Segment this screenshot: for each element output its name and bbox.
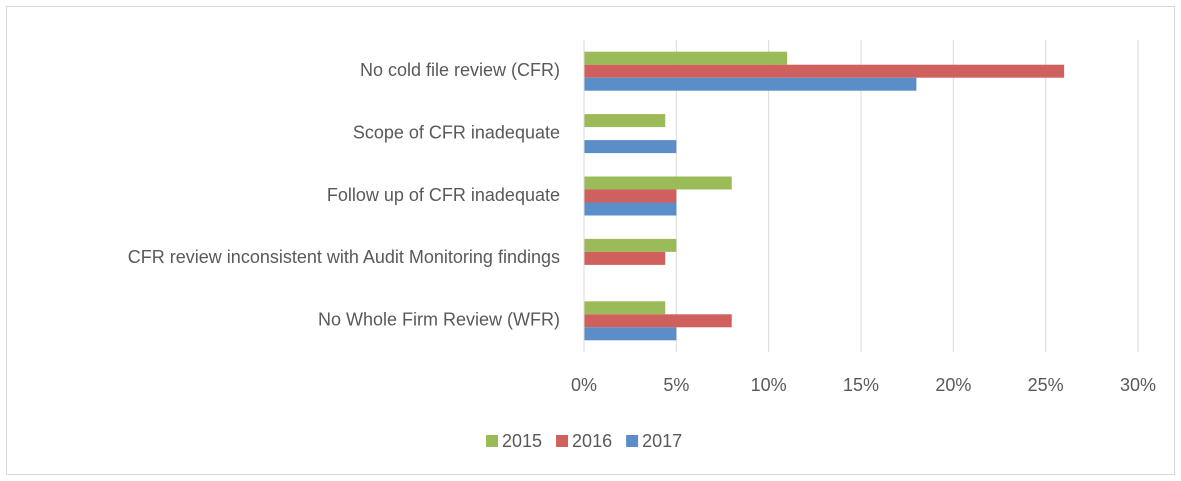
bar	[584, 251, 666, 265]
bar	[584, 314, 732, 328]
bar	[584, 114, 666, 128]
y-tick-label: CFR review inconsistent with Audit Monit…	[128, 247, 560, 267]
y-tick-label: No Whole Firm Review (WFR)	[318, 310, 560, 330]
y-tick-label: Scope of CFR inadequate	[353, 122, 560, 142]
bar	[584, 202, 677, 216]
bar	[584, 301, 666, 315]
x-tick-label: 5%	[663, 375, 689, 395]
y-tick-label: No cold file review (CFR)	[360, 60, 560, 80]
bar	[584, 140, 677, 154]
x-tick-label: 20%	[935, 375, 971, 395]
legend-swatch	[556, 435, 569, 447]
legend-swatch	[626, 435, 639, 447]
bar	[584, 189, 677, 203]
bar	[584, 51, 788, 65]
legend-label: 2015	[502, 431, 542, 451]
legend-label: 2017	[642, 431, 682, 451]
bar	[584, 64, 1065, 78]
legend-label: 2016	[572, 431, 612, 451]
bar	[584, 327, 677, 341]
x-tick-label: 25%	[1028, 375, 1064, 395]
legend-swatch	[486, 435, 498, 447]
x-tick-label: 15%	[843, 375, 879, 395]
x-tick-label: 10%	[751, 375, 787, 395]
x-tick-label: 0%	[571, 375, 597, 395]
bar	[584, 77, 917, 91]
bar	[584, 176, 732, 190]
x-tick-label: 30%	[1120, 375, 1156, 395]
bar	[584, 238, 677, 252]
y-tick-label: Follow up of CFR inadequate	[327, 185, 560, 205]
